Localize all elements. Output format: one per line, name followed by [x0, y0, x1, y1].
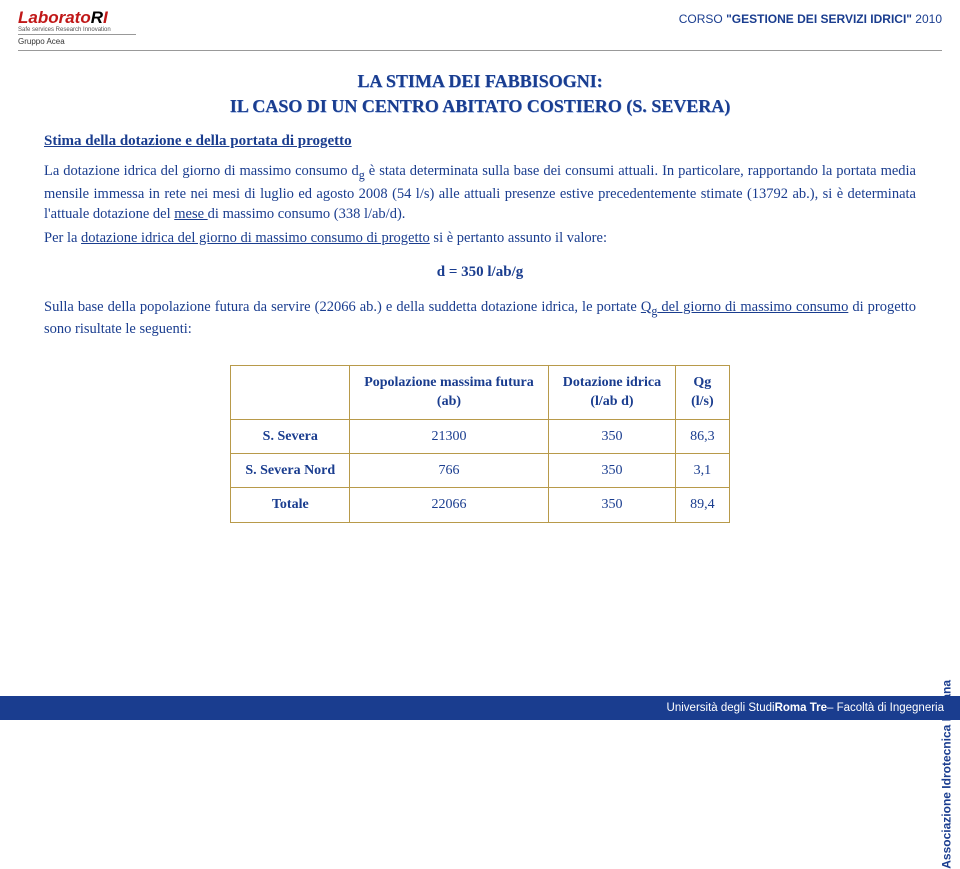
course-title: CORSO "GESTIONE DEI SERVIZI IDRICI" 2010 [679, 8, 942, 26]
logo: LaboratoRI Safe services Research Innova… [18, 8, 136, 46]
row-label: S. Severa Nord [231, 454, 350, 488]
cell-pop: 22066 [350, 488, 549, 522]
data-table: Popolazione massima futura (ab) Dotazion… [230, 365, 729, 523]
p2-b: si è pertanto assunto il valore: [430, 230, 607, 246]
p3-u1: Q [641, 299, 651, 315]
footer-uni-bold: Roma Tre [775, 702, 827, 714]
cell-pop: 21300 [350, 419, 549, 453]
cell-q: 89,4 [676, 488, 730, 522]
th-q-l2: (l/s) [690, 392, 715, 411]
p3-u2: del giorno di massimo consumo [657, 299, 848, 315]
table-row: S. Severa Nord 766 350 3,1 [231, 454, 729, 488]
cell-dot: 350 [548, 488, 675, 522]
paragraph-3: Sulla base della popolazione futura da s… [44, 297, 916, 340]
p2-underline: dotazione idrica del giorno di massimo c… [81, 230, 430, 246]
th-empty [231, 366, 350, 420]
p1-c: di massimo consumo (338 l/ab/d). [208, 206, 406, 222]
course-year: 2010 [912, 12, 942, 26]
th-q-l1: Qg [690, 373, 715, 392]
p1-underline: mese [174, 206, 207, 222]
table-row: Totale 22066 350 89,4 [231, 488, 729, 522]
th-dot-l2: (l/ab d) [563, 392, 661, 411]
th-pop: Popolazione massima futura (ab) [350, 366, 549, 420]
footer-uni-prefix: Università degli Studi [667, 702, 775, 714]
content: LA STIMA DEI FABBISOGNI: IL CASO DI UN C… [0, 51, 960, 533]
formula: d = 350 l/ab/g [44, 262, 916, 283]
p3-a: Sulla base della popolazione futura da s… [44, 299, 641, 315]
page-title: LA STIMA DEI FABBISOGNI: IL CASO DI UN C… [44, 69, 916, 119]
title-line-2: IL CASO DI UN CENTRO ABITATO COSTIERO (S… [44, 94, 916, 119]
row-label: Totale [231, 488, 350, 522]
logo-subtitle: Safe services Research Innovation [18, 27, 136, 35]
th-pop-l1: Popolazione massima futura [364, 373, 534, 392]
footer-uni-suffix: – Facoltà di Ingegneria [827, 702, 944, 714]
page-header: LaboratoRI Safe services Research Innova… [0, 0, 960, 50]
paragraph-2: Per la dotazione idrica del giorno di ma… [44, 228, 916, 248]
th-pop-l2: (ab) [364, 392, 534, 411]
cell-q: 3,1 [676, 454, 730, 488]
logo-group: Gruppo Acea [18, 37, 136, 46]
cell-q: 86,3 [676, 419, 730, 453]
paragraph-1: La dotazione idrica del giorno di massim… [44, 161, 916, 224]
p2-a: Per la [44, 230, 81, 246]
page-footer: Università degli Studi Roma Tre – Facolt… [0, 696, 960, 720]
table-header-row: Popolazione massima futura (ab) Dotazion… [231, 366, 729, 420]
subheading: Stima della dotazione e della portata di… [44, 131, 916, 152]
row-label: S. Severa [231, 419, 350, 453]
cell-dot: 350 [548, 419, 675, 453]
p1-a: La dotazione idrica del giorno di massim… [44, 163, 359, 179]
course-name: "GESTIONE DEI SERVIZI IDRICI" [726, 12, 912, 26]
th-dot-l1: Dotazione idrica [563, 373, 661, 392]
cell-dot: 350 [548, 454, 675, 488]
cell-pop: 766 [350, 454, 549, 488]
logo-text-1: Laborato [18, 8, 91, 27]
table-wrap: Popolazione massima futura (ab) Dotazion… [44, 365, 916, 523]
course-prefix: CORSO [679, 12, 726, 26]
logo-text-2: R [91, 8, 103, 27]
logo-main: LaboratoRI [18, 8, 136, 28]
th-dot: Dotazione idrica (l/ab d) [548, 366, 675, 420]
title-line-1: LA STIMA DEI FABBISOGNI: [44, 69, 916, 94]
logo-text-3: I [103, 8, 108, 27]
th-q: Qg (l/s) [676, 366, 730, 420]
table-row: S. Severa 21300 350 86,3 [231, 419, 729, 453]
